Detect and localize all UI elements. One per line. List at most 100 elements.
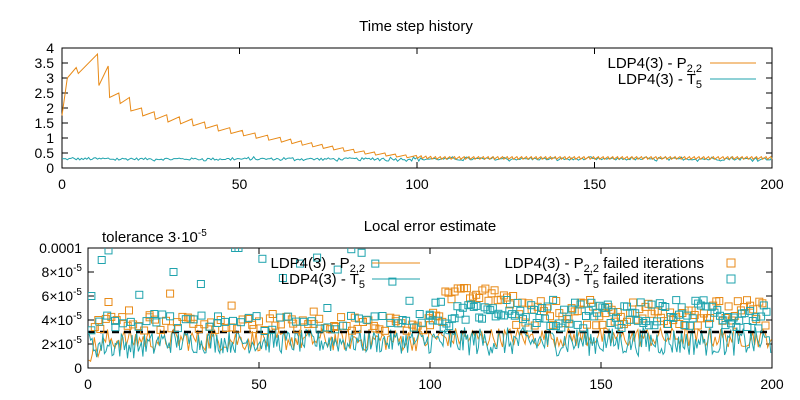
x-tick-label: 200 [760, 176, 784, 192]
legend-label-failed-t5-suffix: failed iterations [599, 271, 704, 288]
failed-point-p22 [289, 319, 298, 328]
x-tick-label: 50 [232, 176, 248, 192]
failed-point-p22 [598, 320, 607, 329]
failed-point-t5 [370, 312, 379, 321]
failed-point-t5 [426, 311, 434, 320]
failed-point-t5 [724, 313, 733, 321]
plot-area [88, 248, 772, 363]
failed-point-t5 [152, 318, 161, 327]
failed-point-t5 [467, 300, 475, 309]
failed-point-p22 [623, 317, 631, 326]
failed-point-p22 [447, 295, 456, 304]
failed-point-p22 [375, 325, 384, 334]
failed-point-t5 [461, 315, 470, 324]
failed-point-t5 [315, 324, 324, 333]
failed-point-t5 [331, 325, 340, 334]
y-tick-label: 1.5 [35, 115, 55, 131]
failed-point-p22 [309, 307, 318, 316]
failed-point-t5 [431, 298, 440, 307]
y-tick-label: 2×10-5 [42, 335, 83, 352]
failed-point-t5 [442, 319, 451, 328]
failed-point-p22 [249, 325, 258, 334]
y-tick-label: 4×10-5 [42, 311, 83, 328]
legend-label-failed-p22-base: LDP4(3) - P [504, 255, 583, 272]
legend-label-error-p22-base: LDP4(3) - P [271, 255, 350, 272]
failed-point-p22 [189, 319, 198, 328]
legend-label-error-t5-base: LDP4(3) - T [281, 271, 359, 288]
failed-point-p22 [194, 324, 203, 333]
failed-point-t5 [628, 308, 637, 317]
failed-point-t5 [532, 319, 541, 327]
failed-point-t5 [510, 311, 519, 320]
failed-point-t5 [716, 311, 724, 320]
failed-point-p22 [629, 298, 638, 307]
failed-point-t5 [617, 324, 626, 332]
failed-point-t5 [530, 305, 538, 314]
failed-point-t5 [434, 316, 443, 325]
failed-point-t5 [378, 312, 387, 320]
failed-point-t5 [252, 312, 261, 321]
failed-point-t5 [521, 313, 530, 322]
failed-point-p22 [183, 313, 192, 322]
failed-point-t5 [642, 317, 651, 326]
failed-point-t5 [488, 304, 497, 313]
failed-point-t5 [453, 302, 462, 311]
y-tick-label-base: 0.0001 [39, 240, 82, 256]
failed-point-t5 [103, 311, 112, 320]
failed-point-p22 [512, 320, 521, 329]
x-tick-label: 0 [58, 176, 66, 192]
y-tick-label-exp: -5 [73, 335, 82, 346]
failed-point-t5 [644, 321, 653, 330]
failed-point-t5 [557, 323, 566, 332]
failed-point-p22 [255, 317, 263, 326]
failed-point-t5 [579, 324, 588, 333]
failed-point-t5 [647, 300, 656, 309]
x-tick-label: 100 [418, 376, 442, 392]
failed-point-t5 [236, 318, 245, 327]
legend-label-p22-sub: 2,2 [687, 63, 702, 75]
y-tick-label: 0.5 [35, 145, 55, 161]
failed-point-p22 [222, 323, 231, 332]
failed-point-t5 [386, 318, 395, 327]
failed-point-p22 [386, 313, 395, 322]
failed-point-p22 [320, 324, 329, 333]
failed-point-p22 [681, 321, 690, 330]
legend-label-t5-base: LDP4(3) - T [618, 71, 696, 88]
failed-point-t5 [524, 323, 533, 332]
legend-marker-failed-t5 [726, 274, 736, 284]
failed-point-p22 [129, 320, 138, 329]
failed-point-p22 [265, 314, 274, 323]
legend-label-failed-t5-base: LDP4(3) - T [515, 271, 593, 288]
failed-point-t5 [672, 296, 681, 305]
failed-point-t5 [394, 319, 403, 328]
failed-point-p22 [353, 324, 362, 333]
failed-point-t5 [126, 317, 135, 326]
y-tick-label: 0.0001 [39, 240, 82, 256]
failed-point-t5 [603, 300, 612, 309]
failed-point-t5 [357, 248, 366, 257]
x-tick-label: 150 [589, 376, 613, 392]
failed-point-p22 [268, 310, 277, 318]
failed-point-t5 [516, 306, 525, 315]
failed-point-t5 [258, 254, 267, 263]
failed-point-p22 [309, 319, 318, 328]
failed-point-t5 [439, 323, 448, 332]
failed-point-t5 [653, 317, 662, 326]
failed-point-t5 [260, 327, 269, 335]
failed-point-t5 [587, 298, 596, 307]
legend-label-failed-p22-suffix: failed iterations [599, 255, 704, 272]
failed-point-t5 [527, 301, 536, 310]
failed-point-t5 [95, 317, 104, 326]
failed-point-t5 [658, 302, 667, 310]
failed-point-t5 [436, 297, 445, 306]
failed-point-t5 [551, 322, 560, 331]
failed-point-t5 [189, 315, 198, 324]
failed-point-p22 [475, 294, 484, 302]
failed-point-t5 [402, 316, 411, 325]
chart-title: Time step history [359, 18, 473, 35]
failed-point-p22 [227, 301, 236, 310]
failed-point-p22 [238, 315, 247, 324]
failed-point-t5 [491, 312, 500, 321]
failed-point-t5 [721, 321, 730, 330]
